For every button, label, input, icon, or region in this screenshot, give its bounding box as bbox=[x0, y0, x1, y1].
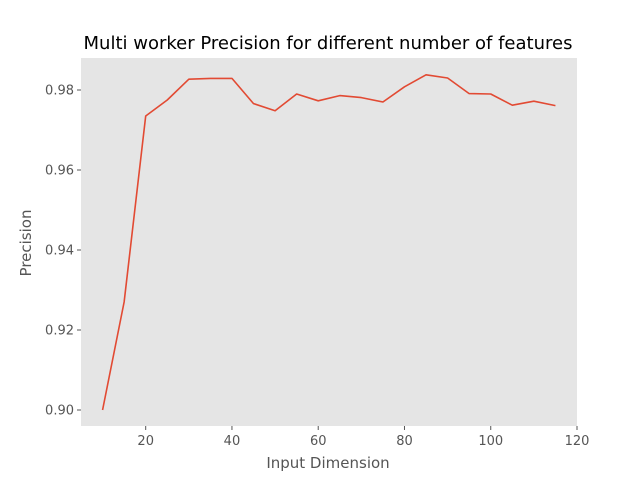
x-tick-label: 100 bbox=[478, 434, 503, 449]
x-axis-label: Input Dimension bbox=[266, 454, 389, 472]
x-axis-ticks: 20 40 60 80 100 120 bbox=[137, 426, 589, 449]
y-axis-ticks: 0.90 0.92 0.94 0.96 0.98 bbox=[45, 84, 81, 419]
y-tick-label: 0.98 bbox=[45, 84, 74, 99]
x-tick-label: 120 bbox=[565, 434, 590, 449]
x-tick-label: 60 bbox=[310, 434, 327, 449]
x-tick-label: 20 bbox=[137, 434, 154, 449]
series-line bbox=[101, 74, 556, 411]
y-tick-label: 0.92 bbox=[45, 324, 74, 339]
y-tick-label: 0.94 bbox=[45, 244, 74, 259]
chart-title: Multi worker Precision for different num… bbox=[84, 33, 573, 54]
x-tick-label: 40 bbox=[224, 434, 241, 449]
y-tick-label: 0.96 bbox=[45, 164, 74, 179]
y-tick-label: 0.90 bbox=[45, 404, 74, 419]
series-layer bbox=[101, 74, 556, 411]
y-axis-label: Precision bbox=[17, 210, 35, 277]
plot-area bbox=[81, 58, 577, 426]
x-tick-label: 80 bbox=[396, 434, 413, 449]
